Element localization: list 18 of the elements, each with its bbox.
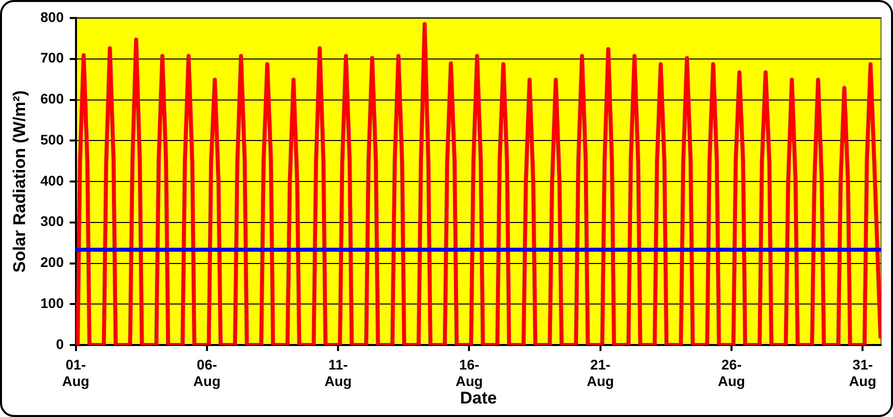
x-tick-label: 06-Aug bbox=[193, 356, 221, 390]
y-axis-title: Solar Radiation (W/m²) bbox=[10, 90, 29, 273]
y-tick-label: 700 bbox=[40, 50, 64, 66]
x-tick-label: 21-Aug bbox=[586, 356, 614, 390]
y-tick-label: 800 bbox=[40, 8, 64, 25]
x-tick-label: 11-Aug bbox=[324, 356, 352, 390]
x-tick-label: 26-Aug bbox=[718, 356, 746, 390]
y-tick-label: 200 bbox=[40, 254, 64, 270]
y-tick-label: 100 bbox=[40, 294, 64, 311]
y-tick-label: 500 bbox=[40, 131, 64, 148]
y-tick-label: 300 bbox=[40, 213, 64, 230]
x-axis-title: Date bbox=[460, 388, 497, 408]
x-tick-label: 31-Aug bbox=[849, 356, 876, 390]
y-tick-label: 0 bbox=[56, 336, 64, 352]
x-tick-label: 16-Aug bbox=[456, 356, 483, 390]
x-tick-label: 01-Aug bbox=[62, 356, 90, 390]
y-tick-label: 600 bbox=[40, 90, 64, 107]
y-tick-label: 400 bbox=[40, 172, 64, 188]
